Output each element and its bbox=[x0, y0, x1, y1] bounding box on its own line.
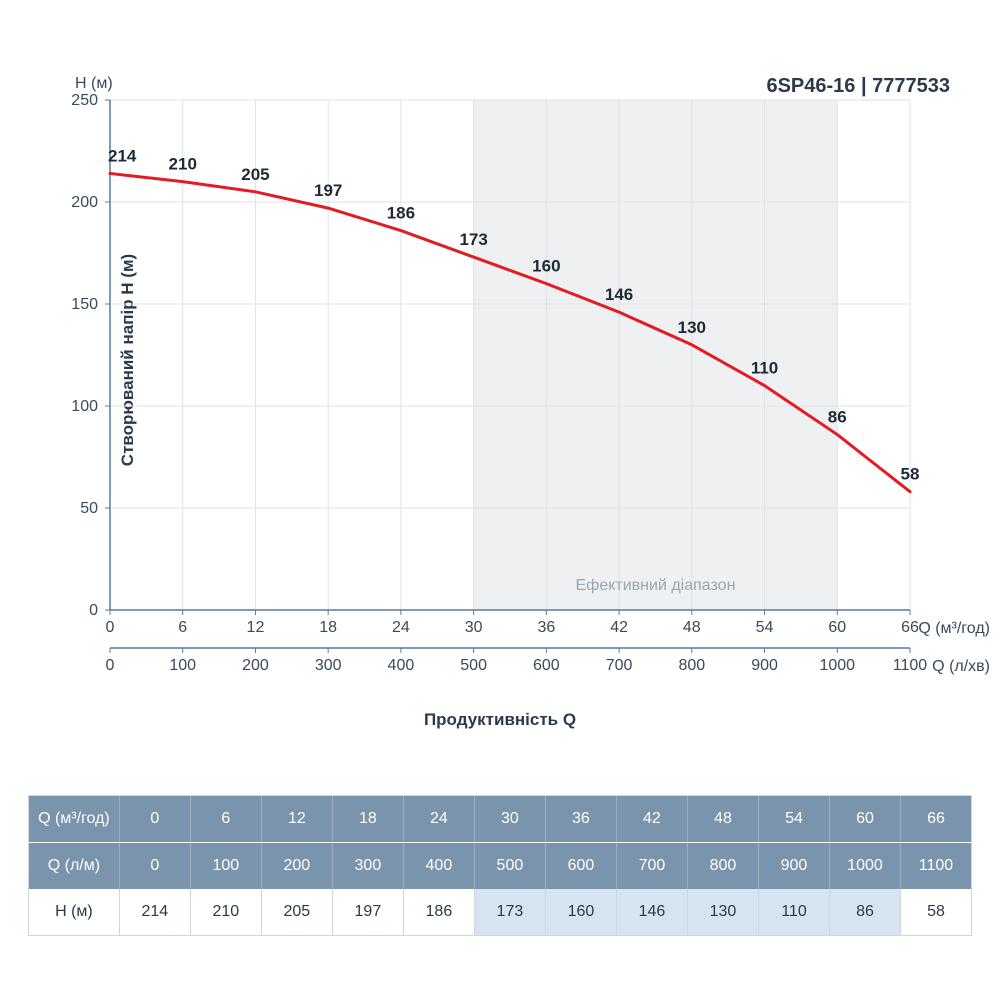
svg-text:214: 214 bbox=[108, 146, 137, 165]
table-header-q-lpm: Q (л/м) bbox=[29, 843, 120, 889]
table-cell: 0 bbox=[120, 796, 191, 842]
svg-text:205: 205 bbox=[241, 165, 269, 184]
svg-text:100: 100 bbox=[169, 657, 196, 674]
table-cell: 30 bbox=[475, 796, 546, 842]
table-cell: 800 bbox=[688, 843, 759, 889]
svg-text:86: 86 bbox=[828, 408, 847, 427]
table-cell: 110 bbox=[759, 889, 830, 935]
table-row-q-lpm: Q (л/м) 01002003004005006007008009001000… bbox=[29, 843, 971, 889]
svg-text:36: 36 bbox=[537, 619, 555, 636]
table-cell: 86 bbox=[830, 889, 901, 935]
chart-block: 6SP46-16 | 7777533 H (м) Створюваний нап… bbox=[0, 0, 1000, 760]
table-cell: 100 bbox=[191, 843, 262, 889]
svg-text:42: 42 bbox=[610, 619, 628, 636]
svg-text:50: 50 bbox=[80, 500, 98, 517]
table-cell: 600 bbox=[546, 843, 617, 889]
table-cell: 48 bbox=[688, 796, 759, 842]
svg-text:54: 54 bbox=[756, 619, 774, 636]
table-cell: 60 bbox=[830, 796, 901, 842]
svg-text:60: 60 bbox=[828, 619, 846, 636]
svg-text:400: 400 bbox=[388, 657, 415, 674]
svg-text:12: 12 bbox=[247, 619, 265, 636]
table-row-h: H (м) 2142102051971861731601461301108658 bbox=[29, 889, 971, 935]
svg-text:0: 0 bbox=[106, 619, 115, 636]
svg-text:500: 500 bbox=[460, 657, 487, 674]
svg-text:600: 600 bbox=[533, 657, 560, 674]
svg-text:700: 700 bbox=[606, 657, 633, 674]
table-row-q-m3h: Q (м³/год) 0612182430364248546066 bbox=[29, 796, 971, 843]
table-cell: 300 bbox=[333, 843, 404, 889]
svg-text:130: 130 bbox=[678, 318, 706, 337]
svg-text:58: 58 bbox=[901, 465, 920, 484]
x-legend-secondary: Q (л/хв) bbox=[932, 658, 990, 676]
svg-text:200: 200 bbox=[242, 657, 269, 674]
page-root: 6SP46-16 | 7777533 H (м) Створюваний нап… bbox=[0, 0, 1000, 1000]
table-cell: 1000 bbox=[830, 843, 901, 889]
table-cell: 54 bbox=[759, 796, 830, 842]
x-axis-caption: Продуктивність Q bbox=[424, 710, 576, 730]
data-table: Q (м³/год) 0612182430364248546066 Q (л/м… bbox=[28, 795, 972, 936]
table-cell: 200 bbox=[262, 843, 333, 889]
table-cell: 24 bbox=[404, 796, 475, 842]
svg-text:250: 250 bbox=[71, 92, 98, 109]
svg-text:146: 146 bbox=[605, 285, 633, 304]
svg-text:0: 0 bbox=[89, 602, 98, 619]
table-cell: 1100 bbox=[901, 843, 971, 889]
svg-text:900: 900 bbox=[751, 657, 778, 674]
svg-text:186: 186 bbox=[387, 204, 415, 223]
table-header-h: H (м) bbox=[29, 889, 120, 935]
svg-text:0: 0 bbox=[106, 657, 115, 674]
table-cell: 700 bbox=[617, 843, 688, 889]
table-cell: 500 bbox=[475, 843, 546, 889]
table-cell: 66 bbox=[901, 796, 971, 842]
pump-curve-chart: 0 50 100 150 200 250 0 6 12 18 24 30 36 42 48 54 60 66 0 10… bbox=[0, 0, 1000, 760]
svg-text:6: 6 bbox=[178, 619, 187, 636]
svg-text:66: 66 bbox=[901, 619, 919, 636]
svg-text:100: 100 bbox=[71, 398, 98, 415]
svg-text:800: 800 bbox=[678, 657, 705, 674]
svg-text:160: 160 bbox=[532, 257, 560, 276]
table-cell: 400 bbox=[404, 843, 475, 889]
table-header-q-m3h: Q (м³/год) bbox=[29, 796, 120, 842]
svg-text:173: 173 bbox=[459, 230, 487, 249]
svg-text:150: 150 bbox=[71, 296, 98, 313]
table-cell: 186 bbox=[404, 889, 475, 935]
svg-text:110: 110 bbox=[751, 359, 778, 378]
svg-text:197: 197 bbox=[314, 181, 342, 200]
table-cell: 210 bbox=[191, 889, 262, 935]
table-cell: 18 bbox=[333, 796, 404, 842]
table-cell: 42 bbox=[617, 796, 688, 842]
svg-text:210: 210 bbox=[169, 155, 197, 174]
table-cell: 146 bbox=[617, 889, 688, 935]
svg-text:Ефективний діапазон: Ефективний діапазон bbox=[576, 577, 736, 594]
table-cell: 130 bbox=[688, 889, 759, 935]
svg-text:1100: 1100 bbox=[893, 657, 928, 674]
table-cell: 197 bbox=[333, 889, 404, 935]
svg-text:48: 48 bbox=[683, 619, 701, 636]
table-cell: 160 bbox=[546, 889, 617, 935]
table-cell: 173 bbox=[475, 889, 546, 935]
svg-text:300: 300 bbox=[315, 657, 342, 674]
table-cell: 214 bbox=[120, 889, 191, 935]
x-legend-main: Q (м³/год) bbox=[918, 620, 990, 638]
svg-text:30: 30 bbox=[465, 619, 483, 636]
table-cell: 36 bbox=[546, 796, 617, 842]
table-cell: 0 bbox=[120, 843, 191, 889]
table-cell: 12 bbox=[262, 796, 333, 842]
table-cell: 58 bbox=[901, 889, 971, 935]
table-cell: 205 bbox=[262, 889, 333, 935]
svg-text:18: 18 bbox=[319, 619, 337, 636]
svg-text:24: 24 bbox=[392, 619, 410, 636]
table-cell: 6 bbox=[191, 796, 262, 842]
svg-text:1000: 1000 bbox=[819, 657, 855, 674]
svg-text:200: 200 bbox=[71, 194, 98, 211]
table-cell: 900 bbox=[759, 843, 830, 889]
